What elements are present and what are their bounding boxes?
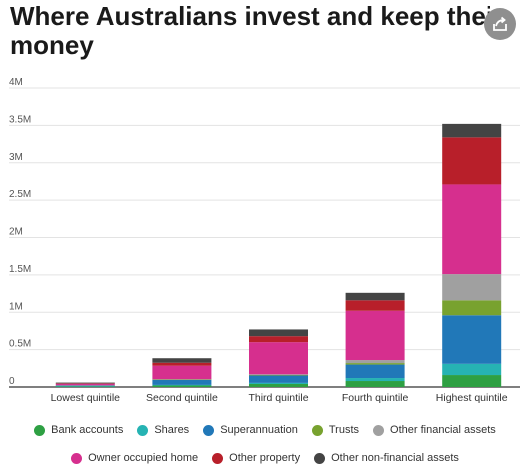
x-tick-label: Lowest quintile — [51, 392, 121, 404]
bar-segment-other-property — [55, 383, 115, 384]
legend-label: Bank accounts — [51, 424, 124, 436]
chart-title-line-1: Where Australians invest and keep their — [10, 2, 490, 31]
bar-segment-other-property — [152, 362, 212, 366]
bar-segment-other-non-financial-assets — [249, 329, 308, 337]
bar-segment-other-non-financial-assets — [55, 382, 115, 384]
y-tick-label: 4M — [9, 77, 23, 88]
legend-swatch — [71, 452, 83, 464]
legend-swatch — [311, 424, 323, 436]
legend-item-shares[interactable]: Shares — [137, 424, 189, 436]
bar-segment-other-financial-assets — [345, 360, 405, 364]
bar-segment-other-financial-assets — [152, 379, 212, 380]
y-tick-label: 0.5M — [9, 339, 31, 350]
legend-swatch — [34, 424, 46, 436]
share-icon — [493, 16, 507, 31]
bar-segment-bank-accounts — [442, 375, 502, 387]
y-tick-label: 1M — [9, 301, 23, 312]
bar-segment-other-property — [345, 300, 405, 311]
bar-segment-other-financial-assets — [442, 274, 502, 301]
legend-item-other-non-financial-assets[interactable]: Other non-financial assets — [314, 452, 459, 464]
legend-item-superannuation[interactable]: Superannuation — [203, 424, 298, 436]
y-tick-label: 2M — [9, 227, 23, 238]
bar-segment-other-non-financial-assets — [442, 123, 502, 138]
legend-label: Shares — [154, 424, 190, 436]
legend-item-other-financial-assets[interactable]: Other financial assets — [373, 424, 496, 436]
bar-segment-owner-occupied-home — [152, 365, 212, 380]
legend-label: Trusts — [328, 424, 360, 436]
bar-segment-bank-accounts — [345, 381, 405, 387]
bar-segment-owner-occupied-home — [249, 342, 308, 375]
bar-segment-other-non-financial-assets — [345, 292, 405, 301]
bar-segment-bank-accounts — [249, 384, 308, 387]
legend-swatch — [373, 424, 385, 436]
bar-segment-superannuation — [152, 379, 212, 385]
share-button[interactable] — [484, 8, 516, 40]
legend-label: Other non-financial assets — [331, 452, 459, 464]
legend-label: Owner occupied home — [88, 452, 199, 464]
legend-swatch — [137, 424, 149, 436]
y-tick-label: 1.5M — [9, 264, 31, 275]
stacked-bar-chart: 0 0.5M 1M 1.5M 2M 2.5M 3M 3.5M 4M Lowest quintile… — [9, 77, 520, 404]
legend-row-1: Bank accounts Shares Superannuation Trusts O… — [0, 424, 530, 436]
bar-segment-other-financial-assets — [55, 385, 115, 386]
bar-segment-owner-occupied-home — [55, 383, 115, 386]
chart-title: Where Australians invest and keep their … — [10, 2, 490, 60]
y-tick-label: 3.5M — [9, 114, 31, 125]
y-tick-label: 0 — [9, 376, 15, 387]
y-tick-label: 3M — [9, 152, 23, 163]
bar-segment-superannuation — [55, 385, 115, 387]
x-tick-label: Second quintile — [146, 392, 218, 404]
x-tick-label: Highest quintile — [436, 392, 508, 404]
legend-swatch — [314, 452, 326, 464]
bar-segment-superannuation — [345, 364, 405, 379]
bar-segment-shares — [55, 386, 115, 387]
bar-segment-bank-accounts — [55, 386, 115, 387]
legend-label: Superannuation — [220, 424, 298, 436]
bar-segment-other-property — [249, 336, 308, 343]
y-tick-label: 2.5M — [9, 189, 31, 200]
x-tick-label: Fourth quintile — [342, 392, 409, 404]
bar-segment-other-property — [442, 137, 502, 185]
chart-title-line-2: money — [10, 30, 94, 60]
bar-segment-other-non-financial-assets — [152, 358, 212, 363]
bar-segment-other-financial-assets — [249, 374, 308, 376]
legend-item-bank-accounts[interactable]: Bank accounts — [34, 424, 123, 436]
bar-segment-trusts — [345, 363, 405, 365]
legend-item-trusts[interactable]: Trusts — [311, 424, 360, 436]
legend-row-2: Owner occupied home Other property Other n… — [0, 452, 530, 464]
bar-segment-trusts — [249, 375, 308, 376]
bar-segment-trusts — [442, 300, 502, 316]
legend-label: Other property — [229, 452, 301, 464]
bar-segment-shares — [442, 363, 502, 376]
legend-item-owner-occupied-home[interactable]: Owner occupied home — [71, 452, 198, 464]
bar-segment-shares — [345, 378, 405, 382]
legend-swatch — [203, 424, 215, 436]
bar-segment-shares — [249, 382, 308, 385]
legend-label: Other financial assets — [390, 424, 496, 436]
bar-segment-shares — [152, 384, 212, 386]
x-tick-label: Third quintile — [248, 392, 308, 404]
bar-segment-trusts — [152, 379, 212, 381]
bar-segment-superannuation — [442, 315, 502, 364]
legend-swatch — [212, 452, 224, 464]
bar-segment-owner-occupied-home — [345, 310, 405, 361]
bar-segment-bank-accounts — [152, 385, 212, 387]
bar-segment-superannuation — [249, 375, 308, 383]
bar-segment-owner-occupied-home — [442, 184, 502, 275]
legend-item-other-property[interactable]: Other property — [212, 452, 300, 464]
